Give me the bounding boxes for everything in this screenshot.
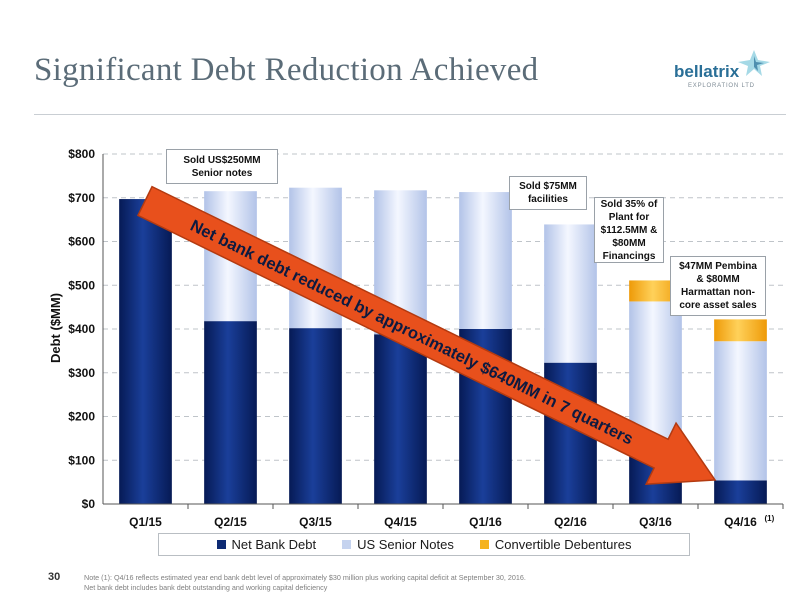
logo-name: bellatrix — [674, 62, 740, 81]
y-tick-label: $300 — [68, 366, 95, 380]
callout-facilities: Sold $75MM facilities — [509, 176, 587, 210]
x-tick-superscript: (1) — [765, 514, 775, 523]
bar-net-bank-debt — [289, 328, 342, 504]
bar-us-senior-notes — [629, 301, 682, 441]
legend-swatch — [342, 540, 352, 549]
y-tick-label: $800 — [68, 147, 95, 161]
bar-us-senior-notes — [544, 224, 597, 363]
x-tick-label: Q2/15 — [214, 515, 247, 529]
logo-star-icon — [738, 50, 770, 76]
bar-net-bank-debt — [714, 480, 767, 504]
x-tick-label: Q1/15 — [129, 515, 162, 529]
page-number: 30 — [48, 571, 61, 583]
legend-item-net-bank-debt: Net Bank Debt — [216, 537, 317, 552]
y-tick-label: $100 — [68, 453, 95, 467]
page-title: Significant Debt Reduction Achieved — [34, 52, 539, 88]
x-tick-label: Q1/16 — [469, 515, 502, 529]
legend-label: US Senior Notes — [357, 537, 454, 552]
y-tick-label: $200 — [68, 410, 95, 424]
legend-item-us-senior-notes: US Senior Notes — [342, 537, 454, 552]
company-logo: bellatrix EXPLORATION LTD — [664, 48, 774, 98]
bar-convertible-debentures — [629, 280, 682, 302]
y-axis-label: Debt ($MM) — [48, 293, 63, 363]
y-tick-label: $500 — [68, 278, 95, 292]
chart-legend: Net Bank Debt US Senior Notes Convertibl… — [158, 533, 690, 556]
x-tick-label: Q4/16 — [724, 515, 757, 529]
y-tick-label: $700 — [68, 191, 95, 205]
footnote: Note (1): Q4/16 reflects estimated year … — [84, 573, 526, 593]
x-tick-label: Q3/15 — [299, 515, 332, 529]
legend-swatch — [479, 540, 489, 549]
chart-ticks: $0 $100 $200 $300 $400 $500 $600 $700 $800 Q1/15 Q… — [68, 147, 774, 529]
bar-convertible-debentures — [714, 319, 767, 342]
bar-us-senior-notes — [714, 341, 767, 481]
bar-net-bank-debt — [204, 321, 257, 504]
x-tick-label: Q4/15 — [384, 515, 417, 529]
legend-label: Convertible Debentures — [494, 537, 632, 552]
legend-item-convertible-debentures: Convertible Debentures — [479, 537, 632, 552]
bar-net-bank-debt — [119, 199, 172, 504]
legend-swatch — [216, 540, 226, 549]
x-tick-label: Q2/16 — [554, 515, 587, 529]
logo-subtitle: EXPLORATION LTD — [688, 83, 755, 89]
arrow-shape — [136, 185, 717, 485]
x-tick-label: Q3/16 — [639, 515, 672, 529]
callout-senior-notes: Sold US$250MM Senior notes — [166, 149, 278, 184]
y-tick-label: $0 — [82, 497, 96, 511]
bar-us-senior-notes — [459, 192, 512, 329]
footnote-line-1: Note (1): Q4/16 reflects estimated year … — [84, 573, 526, 582]
footnote-line-2: Net bank debt includes bank debt outstan… — [84, 583, 328, 592]
legend-label: Net Bank Debt — [231, 537, 317, 552]
y-tick-label: $600 — [68, 235, 95, 249]
callout-plant-sale: Sold 35% of Plant for $112.5MM & $80MM F… — [594, 197, 664, 263]
title-divider — [34, 114, 786, 115]
chart-axes — [102, 154, 784, 509]
callout-asset-sales: $47MM Pembina & $80MM Harmattan non- cor… — [670, 256, 766, 316]
y-tick-label: $400 — [68, 322, 95, 336]
bar-net-bank-debt — [374, 334, 427, 504]
